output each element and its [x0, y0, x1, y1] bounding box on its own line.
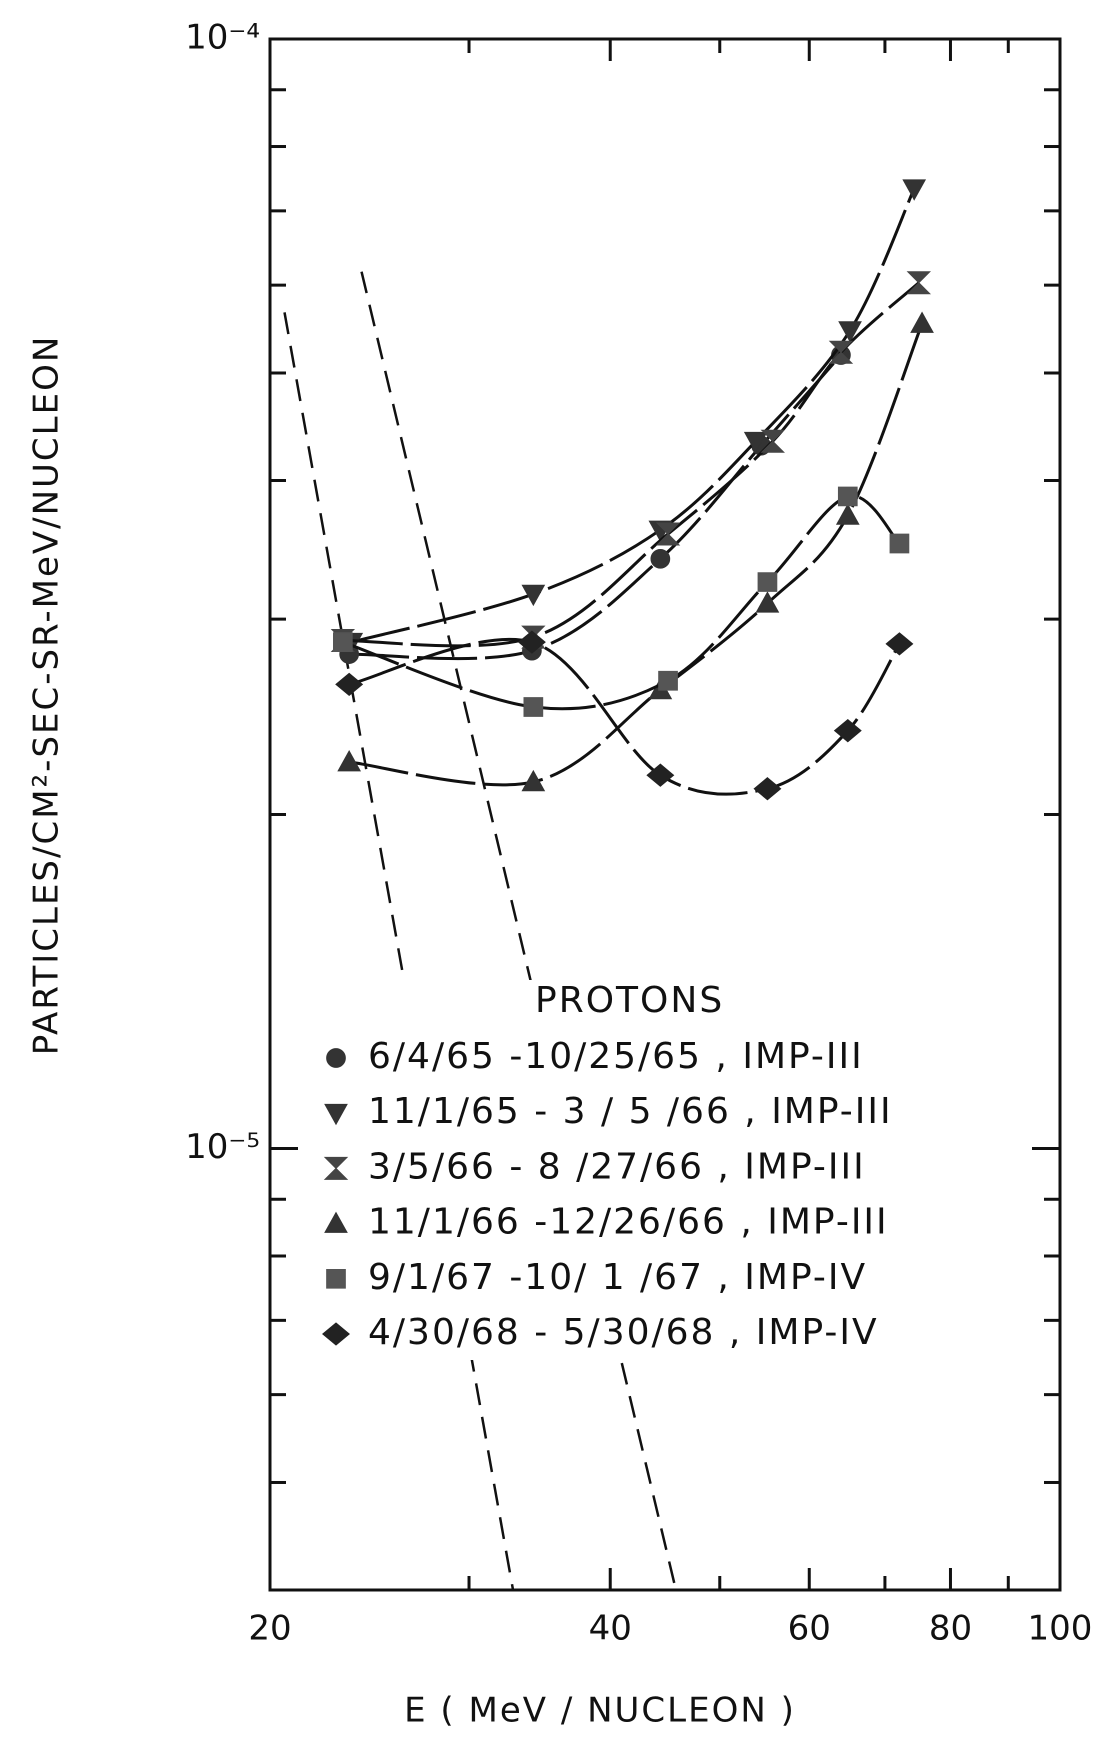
data-point — [335, 672, 364, 697]
data-point — [755, 591, 780, 613]
data-point — [658, 670, 678, 691]
legend-marker — [322, 1322, 350, 1346]
data-point — [906, 271, 931, 295]
legend-label: 6/4/65 -10/25/65 , IMP-III — [368, 1036, 864, 1077]
series-curve — [350, 188, 916, 644]
legend-label: 3/5/66 - 8 /27/66 , IMP-III — [368, 1146, 866, 1187]
legend-label: 9/1/67 -10/ 1 /67 , IMP-IV — [368, 1257, 867, 1298]
legend-marker — [324, 1103, 348, 1126]
legend-marker — [323, 1156, 349, 1180]
x-tick-label: 80 — [929, 1609, 972, 1649]
data-point — [837, 486, 858, 507]
data-point — [910, 311, 934, 333]
legend-marker — [324, 1211, 348, 1233]
series-curve — [349, 354, 843, 661]
data-point — [753, 777, 782, 801]
data-point — [835, 503, 860, 525]
data-point — [333, 632, 353, 653]
x-tick-label: 20 — [248, 1609, 291, 1649]
data-point — [833, 719, 862, 743]
data-point — [655, 522, 681, 546]
legend-label: 11/1/65 - 3 / 5 /66 , IMP-III — [368, 1091, 893, 1132]
legend-marker — [326, 1268, 346, 1289]
data-point — [889, 533, 910, 554]
x-axis-label: E ( MeV / NUCLEON ) — [404, 1691, 796, 1731]
data-point — [757, 572, 778, 592]
proton-curve — [360, 271, 677, 1590]
legend-label: 11/1/66 -12/26/66 , IMP-III — [368, 1202, 889, 1243]
data-point — [902, 179, 927, 201]
y-tick-label: 10⁻⁵ — [185, 1127, 260, 1167]
proton-curve — [283, 312, 515, 1590]
y-axis-label: PARTICLES/CM²-SEC-SR-MeV/NUCLEON — [27, 335, 67, 1056]
y-tick-label: 10⁻⁴ — [185, 18, 260, 58]
legend-title: PROTONS — [535, 980, 724, 1021]
data-point — [838, 321, 862, 343]
data-point — [885, 632, 914, 656]
legend-background — [318, 980, 978, 1360]
data-point — [337, 750, 362, 772]
x-tick-label: 100 — [1028, 1609, 1093, 1649]
plot-area: 20 40 60 80 100 10⁻⁵ 10⁻⁴ PROTONS 6/4/65 -10/25/… — [185, 18, 1092, 1649]
data-point — [646, 763, 675, 787]
data-point — [521, 769, 546, 792]
data-point — [650, 548, 671, 569]
data-point — [760, 429, 785, 453]
series-curve — [348, 323, 924, 787]
data-point — [521, 584, 546, 607]
x-tick-label: 60 — [788, 1609, 831, 1649]
data-point — [828, 340, 854, 364]
data-point — [523, 697, 544, 717]
legend-marker — [326, 1048, 346, 1068]
legend-label: 4/30/68 - 5/30/68 , IMP-IV — [368, 1312, 879, 1353]
x-tick-label: 40 — [589, 1609, 632, 1649]
data-point — [517, 630, 546, 654]
legend: PROTONS 6/4/65 -10/25/65 , IMP-III 11/1/65… — [318, 980, 978, 1360]
data-point — [743, 431, 768, 454]
